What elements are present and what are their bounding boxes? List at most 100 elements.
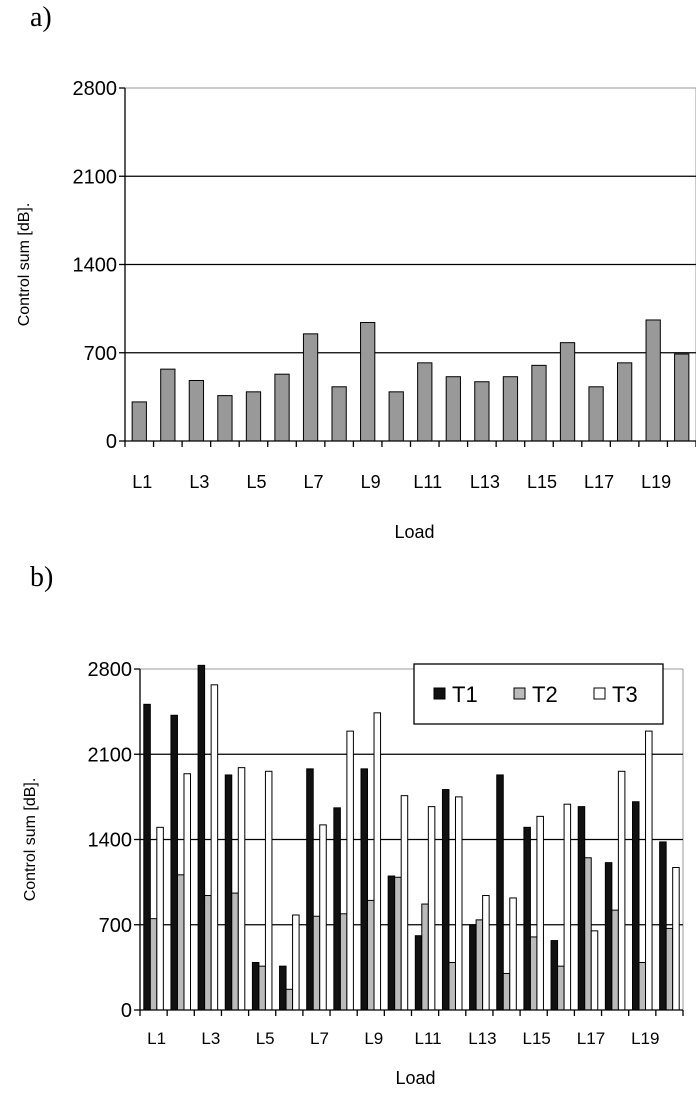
- bar-t1-l16: [550, 940, 559, 1011]
- bar-t1-l2: [170, 714, 178, 1011]
- x-tick-label: L19: [641, 472, 671, 492]
- x-tick-label: L11: [413, 472, 442, 492]
- legend-swatch-t2: [513, 687, 526, 700]
- chart-a: 0 700 1400 2100 2800 L1 L3 L5 L7 L9 L11 L13 L15 L17 L1…: [16, 78, 696, 542]
- x-tick-label: L15: [522, 1029, 550, 1048]
- bar-t2-l16: [557, 965, 565, 1011]
- legend-box: [413, 663, 664, 725]
- bar-t3-l13: [482, 895, 490, 1011]
- x-tick-label: L5: [256, 1029, 275, 1048]
- bar-t3-l3: [210, 684, 219, 1011]
- bar-t1-l5: [251, 962, 260, 1011]
- bar-t1-l15: [523, 826, 531, 1011]
- bar-t1-l20: [659, 841, 667, 1011]
- panel-label-a: a): [30, 2, 52, 33]
- bar-t2-l9: [367, 899, 375, 1011]
- bar-t1-l12: [441, 789, 450, 1011]
- bar-t1-l14: [496, 774, 504, 1011]
- bar-t2-l4: [231, 892, 239, 1011]
- bar-t2-l10: [394, 876, 402, 1011]
- bar-t1-l8: [333, 807, 341, 1011]
- bar-t1-l9: [360, 768, 369, 1011]
- bar-t1-l18: [604, 862, 613, 1011]
- y-tick-label: 2800: [73, 78, 118, 100]
- y-axis-title: Control sum [dB].: [22, 778, 39, 902]
- x-tick-label: L9: [364, 1029, 383, 1048]
- bar-t3-l16: [563, 803, 572, 1011]
- bar-t3-l2: [183, 773, 191, 1011]
- bar-t2-l15: [529, 936, 538, 1011]
- bar-t2-l12: [448, 962, 456, 1011]
- bar-t2-l5: [258, 965, 266, 1011]
- x-axis-title: Load: [394, 522, 434, 542]
- x-axis-title: Load: [395, 1068, 435, 1088]
- bar-t2-l8: [339, 913, 348, 1011]
- bar-t1-l4: [224, 774, 233, 1011]
- y-tick-label: 2100: [88, 744, 133, 766]
- x-tick-label: L7: [304, 472, 324, 492]
- legend-swatch-t3: [593, 687, 606, 700]
- y-tick-label: 700: [99, 915, 132, 937]
- bar-t2-l17: [584, 857, 592, 1011]
- x-tick-label: L17: [584, 472, 614, 492]
- bar-t2-l6: [285, 988, 294, 1011]
- x-tick-label: L13: [468, 1029, 496, 1048]
- x-tick-label: L7: [310, 1029, 329, 1048]
- y-tick-label: 0: [106, 431, 117, 453]
- bar-t3-l17: [590, 930, 599, 1011]
- y-tick-label: 2800: [88, 659, 133, 681]
- bar-t1-l10: [387, 875, 396, 1011]
- bar-t2-l1: [149, 918, 158, 1011]
- x-tick-label: L1: [132, 472, 152, 492]
- x-tick-label: L1: [147, 1029, 166, 1048]
- bar-t3-l14: [509, 897, 517, 1011]
- bar-t2-l18: [611, 909, 619, 1011]
- y-tick-label: 700: [84, 343, 117, 365]
- legend-label-t1: T1: [452, 682, 478, 707]
- bar-t2-l13: [475, 919, 484, 1011]
- bar-t3-l1: [156, 826, 164, 1011]
- bar-t1-l3: [197, 664, 206, 1011]
- x-tick-label: L17: [577, 1029, 605, 1048]
- bar-t3-l4: [237, 767, 246, 1011]
- y-tick-label: 1400: [88, 830, 133, 852]
- y-axis-title: Control sum [dB].: [16, 203, 33, 327]
- legend-label-t2: T2: [532, 682, 558, 707]
- legend-swatch-t1: [433, 687, 446, 700]
- bar-t2-l7: [312, 915, 321, 1011]
- bar-t3-l6: [292, 914, 300, 1011]
- bar-t3-l8: [346, 730, 354, 1011]
- x-tick-label: L13: [470, 472, 500, 492]
- bar-t2-l2: [176, 874, 185, 1011]
- x-tick-label: L3: [189, 472, 209, 492]
- bar-t2-l14: [502, 972, 511, 1011]
- bar-t2-l3: [204, 895, 212, 1011]
- x-tick-label: L5: [246, 472, 266, 492]
- bar-t1-l11: [414, 935, 423, 1011]
- bar-t3-l20: [672, 867, 680, 1011]
- bar-t2-l11: [421, 903, 429, 1011]
- bar-t1-l6: [279, 965, 287, 1011]
- bar-t3-l5: [264, 770, 273, 1011]
- bar-t1-l17: [577, 806, 586, 1011]
- bar-t1-l1: [143, 703, 151, 1011]
- bar-t1-l19: [632, 801, 640, 1011]
- x-tick-label: L9: [361, 472, 381, 492]
- legend-label-t3: T3: [612, 682, 638, 707]
- bar-t2-l19: [638, 962, 647, 1011]
- bar-t3-l12: [454, 796, 463, 1011]
- bar-t1-l7: [306, 768, 314, 1011]
- bar-t1-l13: [469, 924, 477, 1011]
- bar-t2-l20: [665, 927, 674, 1011]
- bar-t3-l15: [536, 815, 544, 1011]
- y-tick-label: 0: [121, 1000, 132, 1022]
- bar-t3-l10: [400, 795, 409, 1011]
- panel-label-b: b): [30, 562, 54, 593]
- y-tick-label: 2100: [73, 166, 118, 188]
- bar-t3-l9: [373, 712, 382, 1011]
- x-tick-label: L19: [631, 1029, 659, 1048]
- bar-t3-l18: [617, 770, 626, 1011]
- x-tick-label: L11: [415, 1029, 442, 1048]
- bar-t3-l7: [319, 824, 327, 1011]
